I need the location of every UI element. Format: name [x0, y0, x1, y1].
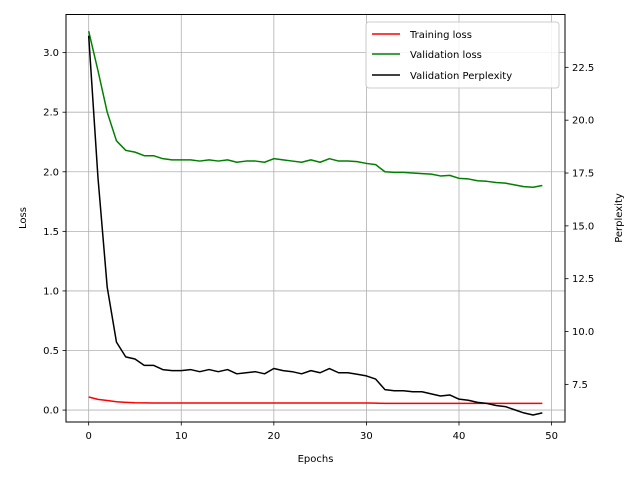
y2-axis-label: Perplexity [614, 193, 625, 243]
y2-tick-label: 7.5 [572, 380, 588, 391]
y-axis-right: 7.5 10.0 12.5 15.0 17.5 20.0 22.5 [565, 63, 594, 391]
grid [66, 14, 565, 422]
y2-tick-label: 20.0 [572, 116, 594, 127]
y-tick-label: 0.5 [43, 346, 59, 357]
legend-label-validation-perplexity: Validation Perplexity [410, 71, 512, 82]
legend-frame [365, 21, 560, 89]
y-tick-label: 1.0 [43, 286, 59, 297]
x-axis: 0 10 20 30 40 50 [85, 422, 558, 442]
x-tick-label: 20 [267, 431, 280, 442]
series-line-validation-loss [87, 31, 543, 189]
y2-tick-label: 17.5 [572, 169, 594, 180]
y-tick-label: 1.5 [43, 227, 59, 238]
x-tick-label: 10 [175, 431, 188, 442]
legend: Training loss Validation loss Validation… [365, 21, 560, 89]
y-tick-label: 0.0 [43, 406, 59, 417]
y-axis-label: Loss [18, 207, 29, 229]
x-tick-label: 30 [360, 431, 373, 442]
y-tick-label: 2.0 [43, 167, 59, 178]
x-tick-label: 50 [545, 431, 558, 442]
series-line-training-loss [88, 396, 543, 405]
y-tick-label: 2.5 [43, 108, 59, 119]
series-layer [87, 31, 543, 416]
y2-tick-label: 15.0 [572, 221, 594, 232]
x-tick-label: 40 [453, 431, 466, 442]
plot-frame [65, 14, 566, 423]
y-axis-left: 0.0 0.5 1.0 1.5 2.0 2.5 3.0 [43, 48, 66, 417]
x-axis-label: Epochs [298, 454, 334, 465]
legend-label-validation-loss: Validation loss [410, 50, 482, 61]
series-line-validation-perplexity [87, 35, 543, 416]
x-tick-label: 0 [85, 431, 91, 442]
y2-tick-label: 10.0 [572, 327, 594, 338]
y-tick-label: 3.0 [43, 48, 59, 59]
legend-label-training-loss: Training loss [409, 30, 472, 41]
y2-tick-label: 22.5 [572, 63, 594, 74]
y2-tick-label: 12.5 [572, 274, 594, 285]
